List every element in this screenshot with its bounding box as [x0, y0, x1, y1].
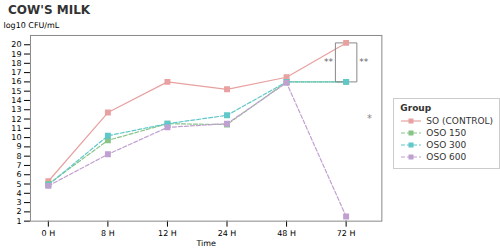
svg-text:**: **	[324, 57, 333, 67]
svg-text:*: *	[367, 113, 372, 124]
svg-text:4: 4	[16, 189, 21, 198]
svg-text:17: 17	[11, 68, 21, 77]
svg-text:7: 7	[16, 161, 21, 170]
svg-text:24 H: 24 H	[218, 229, 237, 238]
svg-text:2: 2	[16, 207, 21, 216]
svg-text:1: 1	[16, 217, 21, 226]
svg-text:3: 3	[16, 198, 21, 207]
svg-text:log10 CFU/mL: log10 CFU/mL	[4, 21, 60, 30]
svg-text:72 H: 72 H	[337, 229, 356, 238]
html-text:OSO 150: OSO 150	[426, 128, 467, 139]
svg-text:14: 14	[11, 96, 21, 105]
html-text:Group: Group	[400, 103, 432, 114]
html-text:OSO 600: OSO 600	[426, 152, 467, 163]
svg-text:48 H: 48 H	[277, 229, 296, 238]
svg-text:18: 18	[11, 59, 21, 68]
svg-text:12: 12	[11, 115, 21, 124]
svg-text:10: 10	[11, 133, 21, 142]
svg-text:8 H: 8 H	[101, 229, 115, 238]
svg-text:9: 9	[16, 142, 21, 151]
svg-text:6: 6	[16, 170, 21, 179]
svg-text:**: **	[359, 57, 368, 67]
svg-text:15: 15	[11, 87, 21, 96]
html-text:SO (CONTROL): SO (CONTROL)	[426, 116, 493, 127]
svg-text:11: 11	[11, 124, 21, 133]
svg-text:12 H: 12 H	[158, 229, 177, 238]
svg-text:16: 16	[11, 77, 21, 86]
html-text:COW'S MILK: COW'S MILK	[8, 3, 91, 17]
svg-text:5: 5	[16, 180, 21, 189]
svg-text:20: 20	[11, 40, 21, 49]
svg-text:13: 13	[11, 105, 21, 114]
svg-text:19: 19	[11, 50, 21, 59]
svg-text:8: 8	[16, 152, 21, 161]
html-text:OSO 300: OSO 300	[426, 140, 467, 151]
svg-text:Time: Time	[195, 239, 216, 248]
svg-text:0 H: 0 H	[42, 229, 56, 238]
